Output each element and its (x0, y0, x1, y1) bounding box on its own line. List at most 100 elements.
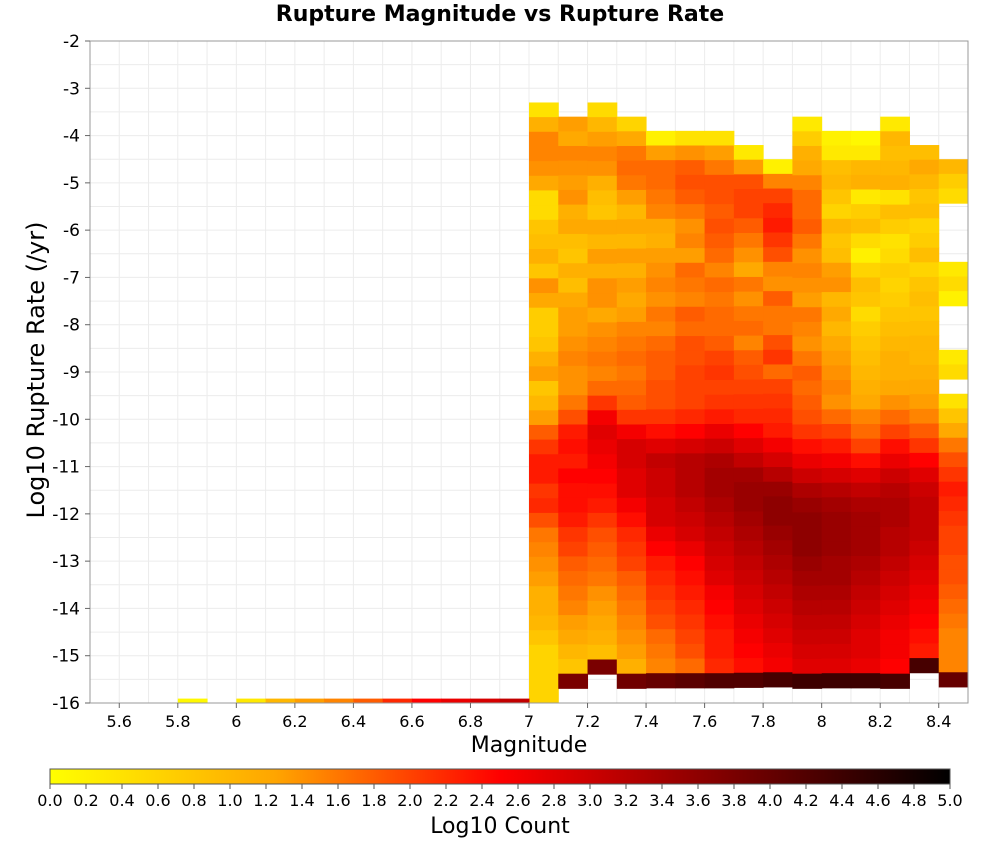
heatmap-cell (733, 438, 764, 454)
heatmap-cell (792, 395, 823, 411)
heatmap-cell (704, 599, 735, 616)
heatmap-cell (850, 277, 881, 293)
colorbar-tick-label: 4.0 (757, 791, 782, 810)
heatmap-cell (616, 351, 647, 367)
heatmap-cell (880, 336, 910, 352)
heatmap-cell (909, 394, 940, 410)
heatmap-cell (529, 249, 559, 265)
heatmap-cell (733, 467, 764, 483)
heatmap-cell (821, 467, 852, 484)
heatmap-cell (587, 205, 618, 221)
heatmap-cell (733, 526, 764, 542)
heatmap-cell (733, 423, 764, 439)
heatmap-cell (733, 218, 764, 234)
heatmap-cell (850, 585, 881, 601)
heatmap-cell (704, 643, 735, 660)
heatmap-cell (850, 482, 881, 498)
colorbar-tick-label: 4.2 (793, 791, 818, 810)
heatmap-cell (646, 380, 676, 396)
heatmap-cell (558, 395, 589, 411)
heatmap-cell (880, 673, 910, 689)
heatmap-cell (587, 351, 618, 367)
heatmap-cell (763, 276, 793, 292)
heatmap-cell (587, 556, 618, 573)
colorbar (49, 768, 951, 785)
heatmap-cell (880, 585, 910, 601)
heatmap-cell (558, 615, 589, 631)
x-tick-label: 5.6 (107, 712, 132, 731)
heatmap-cell (850, 438, 881, 454)
heatmap-cell (880, 439, 910, 455)
heatmap-cell (587, 293, 618, 309)
heatmap-cell (850, 248, 881, 264)
heatmap-cell (763, 173, 793, 190)
heatmap-cell (763, 481, 793, 497)
heatmap-cell (558, 659, 589, 675)
colorbar-tick-label: 3.6 (685, 791, 710, 810)
heatmap-cell (646, 614, 676, 630)
heatmap-cell (821, 380, 852, 396)
heatmap-cell (792, 248, 823, 264)
heatmap-cell (909, 570, 940, 586)
y-tick-label: -9 (63, 363, 80, 383)
heatmap-cell (704, 555, 735, 572)
heatmap-cell (880, 131, 910, 147)
heatmap-cell (675, 248, 706, 264)
heatmap-cell (587, 190, 618, 206)
heatmap-cell (704, 248, 735, 264)
heatmap-cell (938, 554, 969, 571)
heatmap-cell (733, 672, 764, 688)
heatmap-cell (704, 130, 735, 147)
heatmap-cell (587, 146, 618, 162)
heatmap-cell (646, 467, 676, 484)
heatmap-cell (880, 556, 910, 572)
heatmap-cell (558, 527, 589, 543)
heatmap-cell (880, 116, 910, 132)
heatmap-cell (675, 673, 706, 689)
heatmap-cell (675, 380, 706, 396)
heatmap-cell (880, 512, 910, 528)
heatmap-cell (587, 586, 618, 602)
heatmap-cell (704, 321, 735, 337)
heatmap-cell (938, 598, 969, 615)
x-tick-label: 6 (231, 712, 241, 731)
heatmap-cell (616, 409, 647, 425)
colorbar-tick-label: 1.8 (361, 791, 386, 810)
heatmap-cell (558, 263, 589, 279)
heatmap-cell (909, 482, 940, 498)
heatmap-cell (616, 395, 647, 411)
heatmap-cell (646, 409, 676, 425)
heatmap-cell (792, 219, 823, 235)
heatmap-cell (529, 175, 559, 191)
heatmap-cell (704, 174, 735, 190)
heatmap-cell (675, 541, 706, 557)
heatmap-cell (616, 673, 647, 689)
y-tick-label: -10 (52, 410, 80, 430)
heatmap-cell (850, 570, 881, 586)
heatmap-cell (558, 365, 589, 382)
heatmap-cell (880, 615, 910, 631)
heatmap-cell (821, 482, 852, 498)
heatmap-cell (587, 498, 618, 514)
heatmap-cell (763, 349, 793, 365)
heatmap-cell (763, 291, 793, 307)
heatmap-cell (587, 234, 618, 250)
heatmap-cell (850, 204, 881, 220)
heatmap-cell (675, 614, 706, 630)
y-axis-ticks: -2 -3 -4 -5 -6 -7 -8 -9 -10 -11 -12 -13 -14 -15 -16 (52, 32, 90, 714)
heatmap-cell (616, 468, 647, 484)
heatmap-cell (529, 439, 559, 455)
heatmap-cell (792, 380, 823, 396)
heatmap-cell (587, 278, 618, 294)
heatmap-cell (821, 160, 852, 176)
heatmap-cell (733, 599, 764, 615)
heatmap-cell (529, 498, 559, 514)
heatmap-cell (938, 408, 969, 424)
heatmap-cell (646, 599, 676, 616)
heatmap-cell (938, 628, 969, 644)
heatmap-cell (675, 160, 706, 176)
colorbar-tick-label: 1.0 (217, 791, 242, 810)
heatmap-cell-bottom (324, 698, 354, 703)
heatmap-cell (529, 380, 559, 397)
heatmap-cell (616, 321, 647, 338)
